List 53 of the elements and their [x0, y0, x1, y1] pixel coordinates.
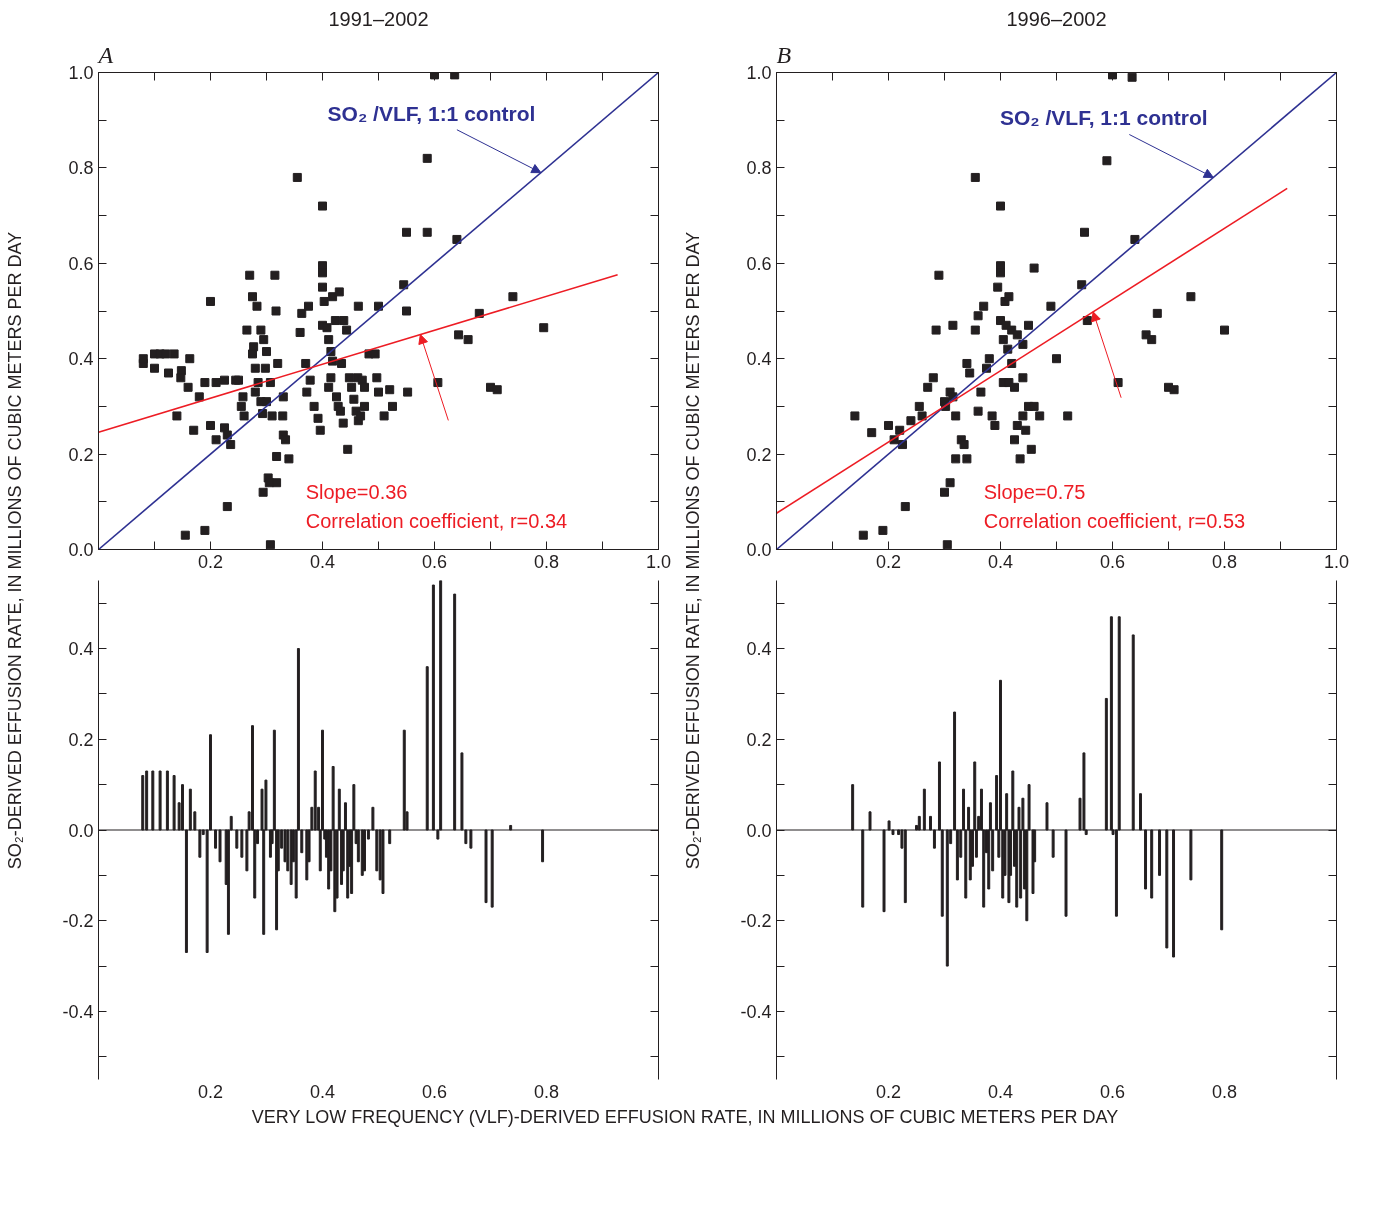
y-tick-label: 0.0 — [746, 820, 772, 841]
y-tick-label: 1.0 — [746, 63, 772, 83]
x-tick-label: 0.2 — [875, 551, 902, 572]
x-tick-label: 1.0 — [1323, 551, 1350, 572]
x-tick-label: 0.6 — [1099, 551, 1126, 572]
y-tick-label: 0.2 — [68, 729, 94, 750]
x-tick-label: 0.8 — [533, 551, 560, 572]
chart-title: 1996–2002 — [1006, 7, 1107, 30]
x-tick-label: 0.2 — [197, 551, 224, 572]
y-tick-label: 0.4 — [746, 349, 772, 370]
x-tick-label: 0.6 — [421, 1081, 448, 1102]
y-tick-label: 0.0 — [68, 820, 94, 841]
annotation: Slope=0.36 — [305, 481, 408, 504]
chart-title: 1991–2002 — [328, 7, 429, 30]
y-tick-label: 0.8 — [68, 158, 94, 179]
x-tick-label: 0.6 — [1099, 1081, 1126, 1102]
y-axis-title: SO₂-DERIVED EFFUSION RATE, IN MILLIONS OF CUBIC METERS PER DAY — [682, 231, 703, 870]
x-tick-label: 0.2 — [875, 1081, 902, 1102]
y-tick-label: 0.0 — [68, 540, 94, 560]
x-tick-label: 0.4 — [309, 551, 336, 572]
y-tick-label: 0.0 — [746, 540, 772, 560]
y-tick-label: 0.6 — [68, 253, 94, 274]
y-tick-label: 0.4 — [68, 639, 94, 660]
y-axis-title: SO₂-DERIVED EFFUSION RATE, IN MILLIONS OF CUBIC METERS PER DAY — [4, 231, 25, 870]
y-tick-label: 0.4 — [746, 639, 772, 660]
y-tick-label: 1.0 — [68, 63, 94, 83]
x-tick-label: 0.8 — [1211, 1081, 1238, 1102]
x-tick-label: 1.0 — [645, 551, 672, 572]
x-tick-label: 0.2 — [197, 1081, 224, 1102]
y-tick-label: 0.2 — [746, 729, 772, 750]
annotation: Correlation coefficient, r=0.34 — [305, 509, 568, 532]
x-tick-label: 0.4 — [987, 551, 1014, 572]
y-tick-label: 0.6 — [746, 253, 772, 274]
annotation: SO₂ /VLF, 1:1 control — [327, 101, 536, 125]
text: A — [96, 41, 114, 68]
x-tick-label: 0.8 — [1211, 551, 1238, 572]
y-tick-label: 0.2 — [68, 444, 94, 465]
annotation: Correlation coefficient, r=0.53 — [983, 509, 1246, 532]
y-tick-label: 0.4 — [68, 349, 94, 370]
y-tick-label: 0.2 — [746, 444, 772, 465]
text: B — [776, 41, 792, 68]
y-tick-label: -0.4 — [740, 1001, 772, 1022]
x-tick-label: 0.8 — [533, 1081, 560, 1102]
x-tick-label: 0.4 — [309, 1081, 336, 1102]
annotation: SO₂ /VLF, 1:1 control — [1000, 106, 1208, 130]
y-tick-label: 0.8 — [746, 158, 772, 179]
x-tick-label: 0.6 — [421, 551, 448, 572]
y-tick-label: -0.2 — [740, 911, 772, 932]
y-tick-label: -0.2 — [62, 911, 94, 932]
x-axis-title: VERY LOW FREQUENCY (VLF)-DERIVED EFFUSION RATE, IN MILLIONS OF CUBIC METERS PER DAY — [251, 1106, 1119, 1129]
annotation: Slope=0.75 — [983, 481, 1086, 504]
y-tick-label: -0.4 — [62, 1001, 94, 1022]
x-tick-label: 0.4 — [987, 1081, 1014, 1102]
